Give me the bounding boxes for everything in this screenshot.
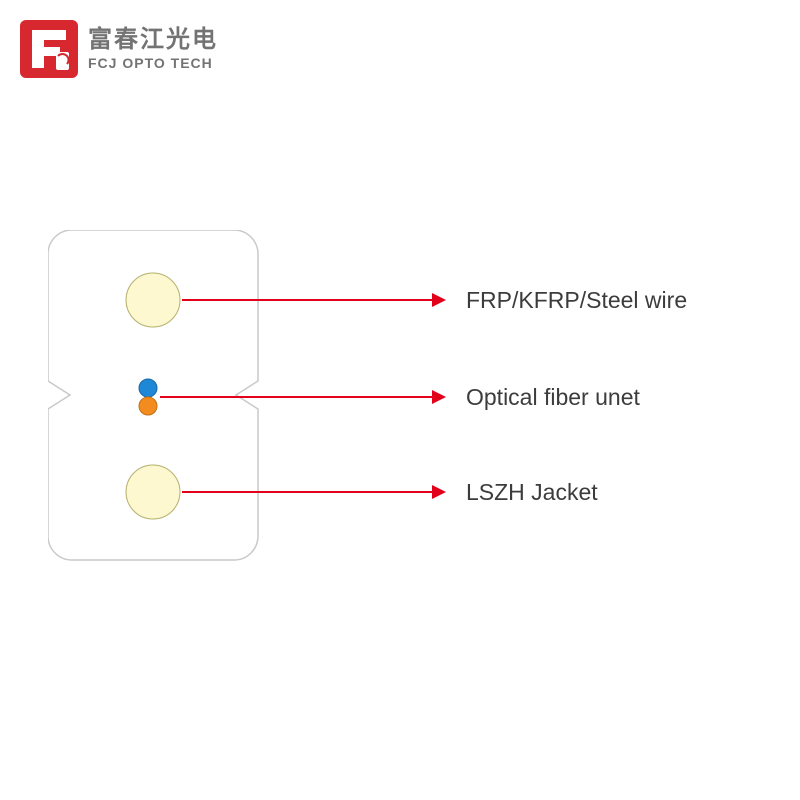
component-strength-top [126, 273, 180, 327]
component-fiber-blue [139, 379, 157, 397]
logo-mark-icon [20, 20, 78, 78]
arrow-head-1 [432, 390, 446, 404]
logo-block: 富春江光电 FCJ OPTO TECH [20, 20, 218, 78]
logo-chinese: 富春江光电 [88, 26, 218, 55]
logo-text: 富春江光电 FCJ OPTO TECH [88, 26, 218, 72]
arrow-head-0 [432, 293, 446, 307]
arrow-head-2 [432, 485, 446, 499]
label-1: Optical fiber unet [466, 384, 640, 410]
logo-english: FCJ OPTO TECH [88, 55, 218, 72]
cable-cross-section: FRP/KFRP/Steel wire Optical fiber unet LSZ… [48, 230, 748, 630]
label-2: LSZH Jacket [466, 479, 598, 505]
label-0: FRP/KFRP/Steel wire [466, 287, 687, 313]
cable-diagram: FRP/KFRP/Steel wire Optical fiber unet LSZ… [48, 230, 748, 630]
component-fiber-orange [139, 397, 157, 415]
component-strength-bottom [126, 465, 180, 519]
